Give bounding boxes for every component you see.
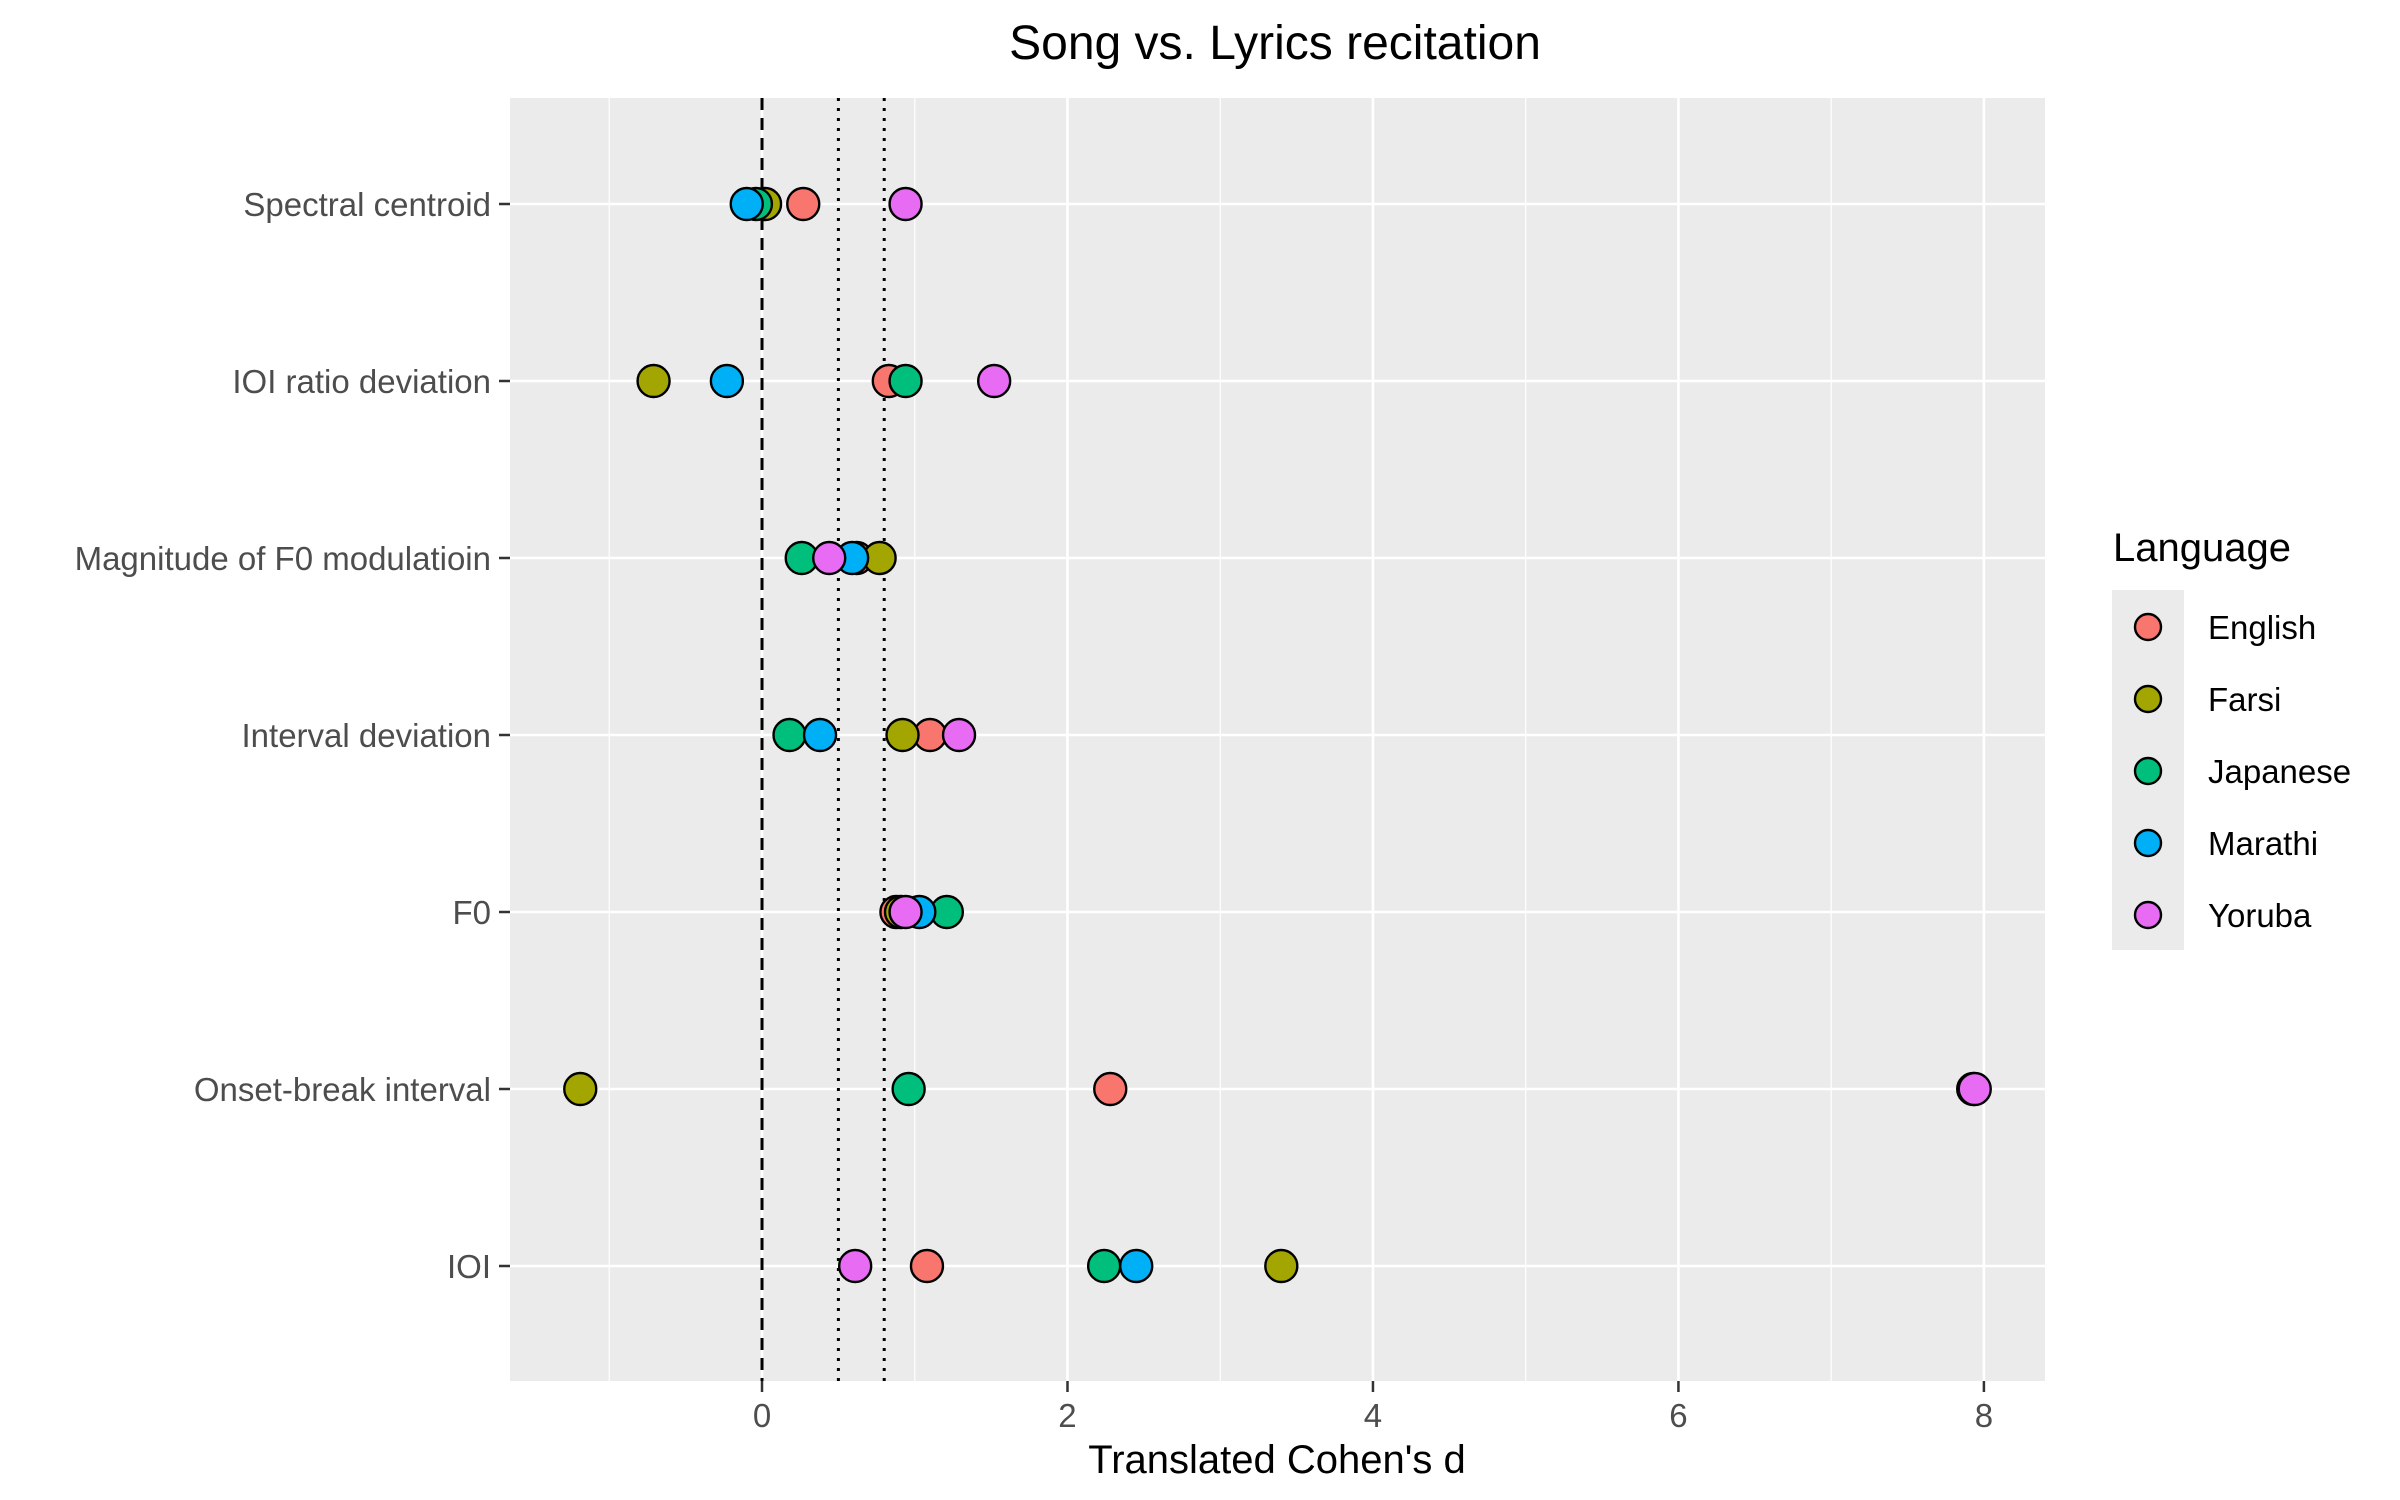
y-tick-label: F0 [452,894,491,931]
x-axis-title: Translated Cohen's d [1088,1438,1465,1482]
legend-label-english: English [2208,609,2316,646]
y-tick-label: IOI ratio deviation [232,363,491,400]
data-point-yoruba [978,365,1010,397]
legend-key-japanese [2135,758,2161,784]
plot-panel [510,98,2045,1381]
legend-label-yoruba: Yoruba [2208,897,2312,934]
legend: Language English Farsi Japanese Marathi Yoru… [2112,526,2351,950]
data-point-yoruba [839,1250,871,1282]
data-point-yoruba [890,896,922,928]
x-axis: 0 2 4 6 8 [753,1381,1993,1434]
data-point-marathi [731,188,763,220]
y-axis: Spectral centroid IOI ratio deviation Magn… [75,186,510,1285]
legend-title: Language [2113,526,2291,570]
y-tick-label: IOI [447,1248,491,1285]
data-point-yoruba [890,188,922,220]
data-point-yoruba [1959,1073,1991,1105]
legend-key-english [2135,614,2161,640]
data-point-english [911,1250,943,1282]
x-tick-label: 6 [1669,1397,1687,1434]
data-point-yoruba [813,542,845,574]
y-tick-label: Magnitude of F0 modulatioin [75,540,491,577]
data-point-japanese [774,719,806,751]
legend-key-farsi [2135,686,2161,712]
y-tick-label: Interval deviation [242,717,491,754]
legend-key-marathi [2135,830,2161,856]
chart-title: Song vs. Lyrics recitation [1009,17,1541,70]
data-point-japanese [893,1073,925,1105]
data-point-english [787,188,819,220]
y-tick-label: Onset-break interval [194,1071,491,1108]
data-point-english [1094,1073,1126,1105]
data-point-farsi [638,365,670,397]
data-point-farsi [887,719,919,751]
data-point-marathi [804,719,836,751]
x-tick-label: 4 [1364,1397,1382,1434]
data-point-japanese [1088,1250,1120,1282]
data-point-farsi [1265,1250,1297,1282]
x-tick-label: 2 [1058,1397,1076,1434]
data-point-japanese [890,365,922,397]
data-point-marathi [711,365,743,397]
data-point-yoruba [943,719,975,751]
x-tick-label: 0 [753,1397,771,1434]
y-tick-label: Spectral centroid [243,186,491,223]
legend-key-yoruba [2135,902,2161,928]
x-tick-label: 8 [1975,1397,1993,1434]
data-point-farsi [564,1073,596,1105]
legend-label-japanese: Japanese [2208,753,2351,790]
data-point-marathi [1120,1250,1152,1282]
legend-label-farsi: Farsi [2208,681,2281,718]
legend-label-marathi: Marathi [2208,825,2318,862]
